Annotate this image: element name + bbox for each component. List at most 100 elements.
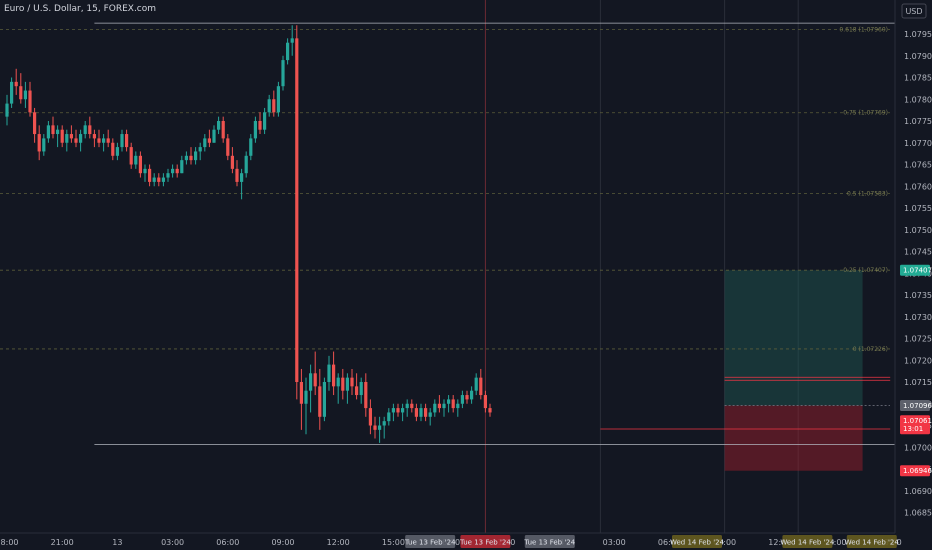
candle-body: [267, 99, 271, 113]
candle-body: [83, 125, 87, 135]
time-tick-label: 03:00: [161, 538, 184, 547]
price-tick-label: 1.07700: [904, 139, 932, 148]
candle-body: [180, 160, 184, 174]
time-tick-label: 12:00: [327, 538, 350, 547]
candle-body: [37, 134, 41, 152]
candle-body: [483, 395, 487, 409]
candle-body: [97, 138, 101, 143]
stop-loss-zone[interactable]: [724, 405, 863, 471]
candle-body: [253, 121, 257, 139]
candle-body: [341, 377, 345, 391]
candle-body: [327, 364, 331, 382]
time-tag-label: Tue 13 Feb '24: [404, 539, 456, 547]
candle-body: [295, 38, 299, 382]
candle-body: [290, 38, 294, 43]
candle-body: [5, 103, 9, 117]
candle-body: [184, 155, 188, 161]
time-tag: [460, 535, 511, 548]
time-tick-label: 18:00: [0, 538, 19, 547]
price-tick-label: 1.07600: [904, 182, 932, 191]
candle-body: [194, 151, 198, 161]
candle-body: [470, 390, 474, 400]
price-tick-label: 1.07900: [904, 52, 932, 61]
candle-body: [240, 173, 244, 182]
time-tag-label: Tue 13 Feb '24: [523, 539, 575, 547]
price-tick-label: 1.07350: [904, 291, 932, 300]
candle-body: [102, 138, 106, 143]
candle-body: [318, 386, 322, 417]
candle-body: [138, 155, 142, 174]
candle-body: [23, 90, 27, 100]
price-tick-label: 1.07250: [904, 335, 932, 344]
time-tag-label: Wed 14 Feb '24: [670, 539, 725, 547]
candle-body: [92, 134, 96, 139]
candle-body: [382, 421, 386, 426]
fib-level-label: 0.25 (1.07407): [843, 267, 888, 274]
candle-body: [10, 81, 14, 104]
candle-body: [479, 377, 483, 396]
candle-body: [244, 155, 248, 174]
candle-body: [171, 168, 175, 174]
time-tag: [672, 535, 722, 548]
candle-body: [474, 377, 478, 391]
candle-body: [28, 90, 32, 113]
candle-body: [14, 81, 18, 87]
time-tick-label: 15:00: [823, 538, 846, 547]
candle-body: [148, 168, 152, 182]
price-tick-label: 1.07800: [904, 95, 932, 104]
candle-body: [281, 60, 285, 87]
price-tick-label: 1.07150: [904, 378, 932, 387]
candle-body: [129, 147, 133, 165]
currency-button[interactable]: [901, 3, 927, 19]
time-tick-label: 13: [112, 538, 122, 547]
candle-body: [419, 408, 423, 417]
candle-body: [88, 125, 92, 135]
candle-body: [249, 138, 253, 156]
candle-body: [414, 408, 418, 417]
time-tag: [405, 535, 456, 548]
candle-body: [189, 155, 193, 161]
price-tag-label: 1.06946: [903, 467, 932, 475]
chart-title: Euro / U.S. Dollar, 15, FOREX.com: [4, 4, 156, 14]
candle-body: [355, 386, 359, 396]
fib-level-label: 0.75 (1.07769): [843, 110, 888, 117]
take-profit-zone[interactable]: [724, 270, 863, 406]
candle-body: [345, 377, 349, 391]
time-tick-label: 06:00: [658, 538, 681, 547]
candle-body: [212, 129, 216, 143]
candle-body: [387, 412, 391, 422]
candle-body: [69, 134, 73, 139]
fib-level-label: 0.5 (1.07583): [847, 191, 888, 198]
candle-body: [226, 138, 230, 156]
candle-body: [350, 377, 354, 387]
price-tick-label: 1.07500: [904, 226, 932, 235]
candle-body: [203, 138, 207, 148]
candle-body: [447, 399, 451, 404]
candle-body: [364, 382, 368, 409]
price-tick-label: 1.06850: [904, 509, 932, 518]
time-tag: [782, 535, 833, 548]
candle-body: [488, 408, 492, 413]
price-tick-label: 1.07950: [904, 30, 932, 39]
candle-body: [120, 134, 124, 148]
candle-body: [161, 177, 165, 182]
price-tick-label: 1.07200: [904, 356, 932, 365]
candle-body: [74, 138, 78, 143]
candle-body: [157, 177, 161, 182]
candle-body: [175, 168, 179, 174]
candle-body: [65, 134, 69, 143]
candle-body: [332, 364, 336, 387]
candle-body: [111, 142, 115, 156]
candle-body: [51, 125, 55, 135]
candle-body: [304, 390, 308, 404]
candle-body: [460, 395, 464, 404]
countdown-label: 13:01: [903, 425, 923, 433]
price-tag-label: 1.07407: [903, 267, 932, 275]
candle-body: [299, 382, 303, 404]
time-tick-label: 09:00: [271, 538, 294, 547]
currency-label: USD: [905, 7, 922, 16]
candle-body: [272, 99, 276, 113]
time-tag: [846, 535, 897, 548]
